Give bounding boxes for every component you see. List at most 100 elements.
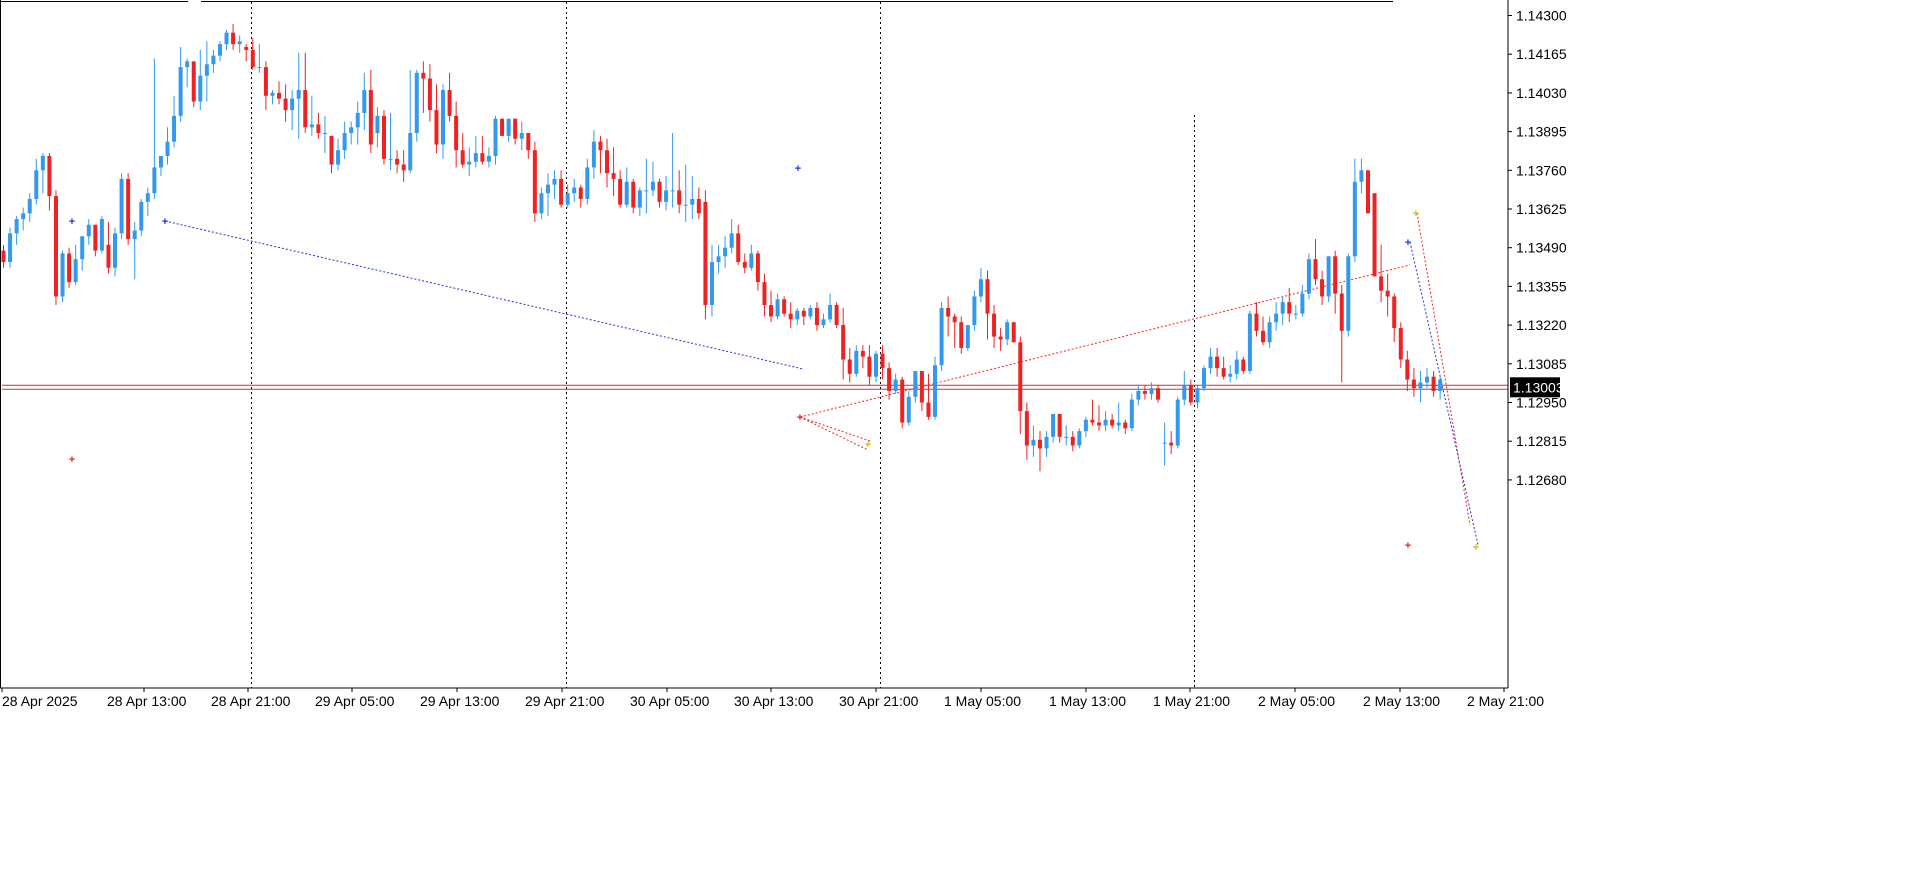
candle [1431, 370, 1436, 397]
y-tick-label: 1.14165 [1516, 46, 1567, 62]
x-tick-label: 28 Apr 2025 [2, 693, 78, 709]
y-tick-label: 1.13220 [1516, 317, 1567, 333]
candle [1129, 393, 1134, 432]
candle [690, 176, 695, 220]
candle [342, 121, 347, 159]
x-tick-label: 2 May 05:00 [1258, 693, 1335, 709]
signal-marker: + [162, 216, 168, 228]
x-tick-label: 1 May 21:00 [1153, 693, 1230, 709]
candle [460, 133, 465, 168]
candle [1247, 310, 1252, 374]
candle [53, 190, 58, 306]
candle [670, 133, 675, 208]
candle [1136, 385, 1141, 406]
candle [165, 127, 170, 165]
candle [952, 313, 957, 349]
candle [395, 150, 400, 174]
trend-line [799, 416, 869, 451]
candle [1411, 368, 1416, 397]
candle [1293, 305, 1298, 320]
candle [854, 345, 859, 377]
candle [185, 58, 190, 88]
candle [821, 313, 826, 328]
x-tick-label: 30 Apr 21:00 [839, 693, 919, 709]
candle [14, 216, 19, 245]
candle [769, 290, 774, 323]
x-tick-label: 2 May 21:00 [1467, 693, 1544, 709]
candle [290, 90, 295, 131]
candle [637, 187, 642, 217]
candle [1438, 376, 1443, 400]
candle [808, 305, 813, 320]
candle [447, 72, 452, 122]
candle [329, 135, 334, 174]
candle [47, 153, 52, 211]
y-tick-label: 1.13085 [1516, 356, 1567, 372]
x-tick-label: 29 Apr 13:00 [420, 693, 500, 709]
candle [1116, 402, 1121, 432]
candle [1306, 253, 1311, 300]
candle [677, 170, 682, 214]
candle [539, 187, 544, 220]
candle [782, 296, 787, 317]
candle [467, 147, 472, 177]
candle [775, 293, 780, 320]
candle [572, 178, 577, 202]
candle [1169, 431, 1174, 455]
candle [959, 316, 964, 354]
candle [519, 121, 524, 151]
candle [565, 184, 570, 208]
candle [762, 273, 767, 317]
candle [454, 101, 459, 168]
candle [1365, 170, 1370, 214]
candle [139, 198, 144, 237]
candle [224, 29, 229, 50]
candle [80, 236, 85, 271]
candle [237, 35, 242, 53]
candle [93, 224, 98, 257]
y-tick-label: 1.12680 [1516, 472, 1567, 488]
candle [644, 158, 649, 214]
candle [67, 247, 72, 288]
candle [152, 58, 157, 199]
candle [480, 135, 485, 165]
candle [814, 302, 819, 331]
current-price: 1.13003 [1510, 377, 1564, 398]
candle [795, 307, 800, 326]
candle [178, 47, 183, 122]
trend-line [799, 416, 871, 442]
candle [1372, 193, 1377, 277]
candle [736, 224, 741, 265]
candle [788, 302, 793, 328]
candle [381, 110, 386, 165]
candle [1405, 350, 1410, 392]
candle [8, 227, 13, 268]
signal-marker: + [865, 439, 871, 451]
x-tick-label: 1 May 13:00 [1049, 693, 1126, 709]
candle [860, 345, 865, 369]
candle [1057, 413, 1062, 443]
candle [552, 170, 557, 199]
candle [217, 41, 222, 62]
current-price-label-bg [1510, 377, 1560, 398]
candle [1018, 336, 1023, 435]
candle [1254, 302, 1259, 337]
candle [322, 115, 327, 154]
candle [250, 38, 255, 70]
candle [119, 173, 124, 240]
candle [1287, 287, 1292, 323]
candle [204, 41, 209, 102]
candle [1201, 365, 1206, 392]
candle [1208, 348, 1213, 374]
x-tick-label: 1 May 05:00 [944, 693, 1021, 709]
candle [906, 391, 911, 426]
candle [1320, 270, 1325, 306]
candle [867, 345, 872, 386]
candle [873, 350, 878, 383]
candle [145, 187, 150, 217]
candle [126, 173, 131, 245]
candle [309, 95, 314, 136]
candle [893, 373, 898, 394]
trend-line [799, 264, 1411, 418]
candle [21, 207, 26, 231]
